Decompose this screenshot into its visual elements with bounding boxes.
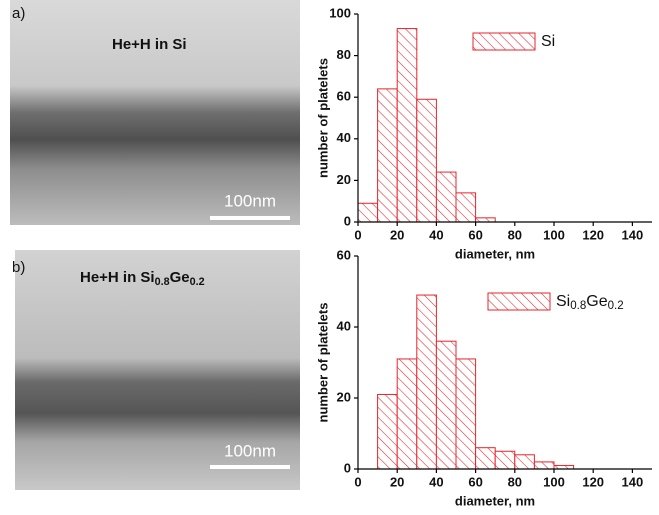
x-tick-label: 40 [429,227,443,242]
panel-caption: He+H in Si [112,36,187,53]
legend-swatch [472,32,536,51]
x-tick-label: 120 [582,227,604,242]
bar [475,447,496,470]
x-tick-label: 20 [390,474,404,489]
x-tick-label: 120 [582,474,604,489]
x-tick-label: 80 [508,227,522,242]
bar [377,393,398,470]
bar [475,217,496,223]
panel-label: b) [12,259,25,276]
y-tick-label: 60 [337,89,351,104]
scale-bar-label: 100nm [224,441,276,460]
bar [396,358,418,470]
bar [455,192,477,223]
bar [416,98,437,223]
bar [396,28,418,223]
legend-label: Si [541,33,555,50]
x-tick-label: 100 [543,227,565,242]
bar [357,202,379,223]
x-tick-label: 80 [508,474,522,489]
x-tick-label: 40 [429,474,443,489]
y-tick-label: 0 [344,460,351,475]
legend-swatch [487,292,551,311]
x-axis-label: diameter, nm [455,246,535,261]
panel-caption: He+H in Si0.8Ge0.2 [80,269,205,288]
panel-label: a) [12,5,25,22]
y-tick-label: 0 [344,213,351,228]
bar [435,340,457,470]
bar [416,294,437,470]
y-tick-label: 40 [337,318,351,333]
y-axis-label: number of platelets [315,303,330,423]
tem-image [15,250,300,490]
x-tick-label: 140 [622,227,644,242]
x-axis-label: diameter, nm [455,493,535,508]
y-tick-label: 100 [329,5,351,20]
bar [533,461,555,470]
y-tick-label: 20 [337,172,351,187]
scale-bar-label: 100nm [224,191,276,210]
x-tick-label: 0 [354,227,361,242]
legend-label: Si0.8Ge0.2 [556,293,624,312]
y-axis-label: number of platelets [315,58,330,178]
x-tick-label: 100 [543,474,565,489]
y-tick-label: 80 [337,47,351,62]
tem-image [10,0,300,225]
x-tick-label: 0 [354,474,361,489]
x-tick-label: 60 [468,474,482,489]
x-tick-label: 140 [622,474,644,489]
bar [514,454,535,470]
y-tick-label: 40 [337,130,351,145]
bar [377,88,398,223]
bar [494,450,516,470]
bar [435,171,457,223]
x-tick-label: 60 [468,227,482,242]
y-tick-label: 60 [337,247,351,262]
x-tick-label: 20 [390,227,404,242]
bar [455,358,477,470]
y-tick-label: 20 [337,389,351,404]
